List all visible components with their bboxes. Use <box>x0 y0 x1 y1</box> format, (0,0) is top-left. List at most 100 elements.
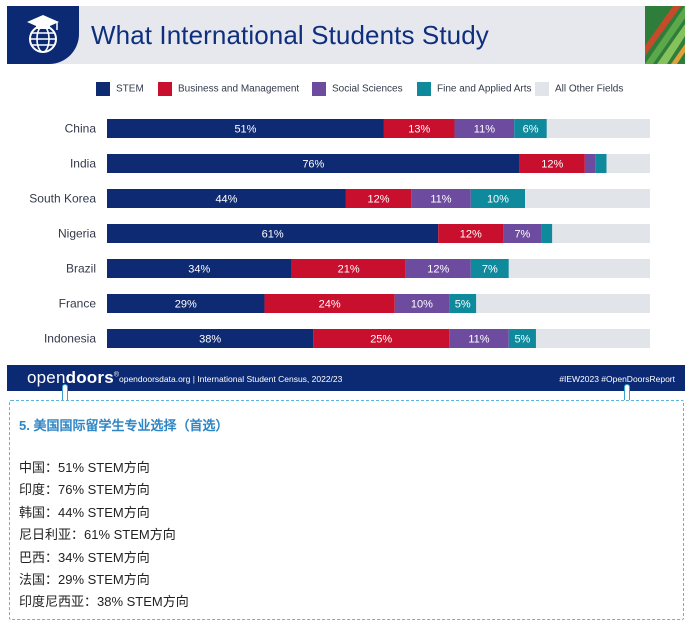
note-line: 尼日利亚：61% STEM方向 <box>19 527 176 543</box>
legend-item-social-sciences: Social Sciences <box>312 82 403 98</box>
data-label: 7% <box>482 264 498 276</box>
brand-bold: doors <box>65 368 114 387</box>
bar-segment <box>454 119 515 138</box>
bar-segment <box>535 329 650 348</box>
brand-regular: open <box>27 368 66 387</box>
data-label: 29% <box>175 299 197 311</box>
data-label: 12% <box>427 264 449 276</box>
bar-segment <box>595 154 607 173</box>
data-label: 12% <box>460 229 482 241</box>
bar-segment <box>476 294 650 313</box>
leaf-decoration <box>645 6 685 64</box>
data-label: 25% <box>370 334 392 346</box>
note-lines: 中国：51% STEM方向 印度：76% STEM方向 韩国：44% STEM方… <box>19 457 189 614</box>
data-label: 12% <box>541 159 563 171</box>
legend-item-other: All Other Fields <box>535 82 623 98</box>
category-label: South Korea <box>29 192 96 206</box>
data-label: 10% <box>487 194 509 206</box>
bar-segment <box>107 329 314 348</box>
data-label: 76% <box>302 159 324 171</box>
data-label: 11% <box>474 124 495 136</box>
note-line: 巴西：34% STEM方向 <box>19 549 150 565</box>
bar-segment <box>584 154 596 173</box>
data-label: 10% <box>411 299 433 311</box>
bar-segment <box>107 154 520 173</box>
legend-item-stem: STEM <box>96 82 144 98</box>
note-line: 中国：51% STEM方向 <box>19 460 150 475</box>
footer-bar: opendoors® opendoorsdata.org | Internati… <box>7 365 685 391</box>
data-label: 61% <box>262 229 284 241</box>
opendoors-logo: opendoors® <box>27 368 119 388</box>
bar-segment <box>552 224 650 243</box>
bar-segment <box>264 294 395 313</box>
bar-segment <box>508 329 536 348</box>
brand-mark: ® <box>113 371 120 379</box>
bar-segment <box>313 329 450 348</box>
data-label: 5% <box>455 299 471 311</box>
data-label: 38% <box>199 334 221 346</box>
bar-segment <box>546 119 650 138</box>
legend-item-fine-arts: Fine and Applied Arts <box>417 82 532 98</box>
bar-segment <box>405 259 471 278</box>
bar-segment <box>383 119 455 138</box>
data-label: 11% <box>468 334 489 346</box>
bar-segment <box>107 119 384 138</box>
bar-segment <box>107 224 439 243</box>
bar-segment <box>345 189 412 208</box>
bar-segment <box>107 259 292 278</box>
note-title: 5. 美国国际留学生专业选择（首选） <box>19 418 229 433</box>
bar-segment <box>438 224 504 243</box>
data-label: 7% <box>514 229 530 241</box>
note-line: 印度：76% STEM方向 <box>19 482 150 498</box>
legend-label: Business and Management <box>178 83 300 95</box>
legend-swatch <box>158 82 172 96</box>
data-label: 12% <box>367 194 389 206</box>
bar-segment <box>107 294 265 313</box>
note-line: 法国：29% STEM方向 <box>19 572 150 588</box>
bar-segment <box>503 224 542 243</box>
category-label: China <box>65 122 97 136</box>
data-label: 24% <box>319 299 341 311</box>
bar-segment <box>519 154 585 173</box>
bar-segment <box>107 189 346 208</box>
note-line: 韩国：44% STEM方向 <box>19 504 150 520</box>
category-label: India <box>70 157 96 171</box>
chart-legend: STEM Business and Management Social Scie… <box>7 78 685 100</box>
bar-segment <box>525 189 650 208</box>
legend-swatch <box>96 82 110 96</box>
legend-label: Fine and Applied Arts <box>437 83 532 95</box>
bar-segment <box>514 119 547 138</box>
data-label: 5% <box>514 334 530 346</box>
category-label: Brazil <box>66 262 96 276</box>
bar-segment <box>291 259 406 278</box>
graduation-globe-badge <box>7 6 79 64</box>
category-label: Indonesia <box>44 332 96 346</box>
category-label: France <box>59 297 97 311</box>
graduation-globe-icon <box>27 15 59 53</box>
data-label: 21% <box>338 264 360 276</box>
data-label: 11% <box>430 194 451 206</box>
header-bar: What International Students Study <box>7 6 685 64</box>
legend-swatch <box>312 82 326 96</box>
bar-segment <box>508 259 650 278</box>
bar-segment <box>449 329 509 348</box>
category-label: Nigeria <box>58 227 96 241</box>
legend-label: All Other Fields <box>555 83 624 95</box>
footer-hashtags: #IEW2023 #OpenDoorsReport <box>559 374 675 384</box>
infographic-panel: What International Students Study STEM B… <box>7 6 685 391</box>
bar-segment <box>449 294 477 313</box>
bar-segment <box>541 224 553 243</box>
data-label: 51% <box>234 124 256 136</box>
stacked-bar-chart: China 51% 13% 11% 6% India 76% 12% South Korea 44… <box>29 119 650 348</box>
legend-label: STEM <box>116 83 144 95</box>
bar-segment <box>394 294 450 313</box>
data-label: 34% <box>188 264 210 276</box>
bar-segment <box>411 189 471 208</box>
data-label: 6% <box>523 124 539 136</box>
data-label: 44% <box>215 194 237 206</box>
bar-segment <box>470 259 509 278</box>
note-line: 印度尼西亚：38% STEM方向 <box>19 594 189 610</box>
note-box: 5. 美国国际留学生专业选择（首选） 中国：51% STEM方向 印度：76% … <box>9 400 684 620</box>
legend-swatch <box>417 82 431 96</box>
data-label: 13% <box>408 124 430 136</box>
